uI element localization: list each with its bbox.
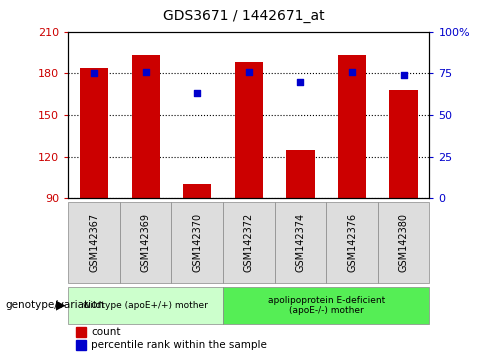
Text: ▶: ▶ xyxy=(56,299,66,312)
Text: percentile rank within the sample: percentile rank within the sample xyxy=(91,340,267,350)
Bar xyxy=(235,62,263,198)
Bar xyxy=(132,56,160,198)
Text: GSM142372: GSM142372 xyxy=(244,213,254,272)
Bar xyxy=(389,90,418,198)
Bar xyxy=(80,68,108,198)
Bar xyxy=(183,184,211,198)
Text: apolipoprotein E-deficient
(apoE-/-) mother: apolipoprotein E-deficient (apoE-/-) mot… xyxy=(267,296,385,315)
Text: wildtype (apoE+/+) mother: wildtype (apoE+/+) mother xyxy=(83,301,208,310)
Text: GSM142369: GSM142369 xyxy=(141,213,151,272)
Text: count: count xyxy=(91,327,121,337)
Point xyxy=(245,69,253,75)
Text: GSM142370: GSM142370 xyxy=(192,213,203,272)
Point xyxy=(90,71,98,76)
Bar xyxy=(286,150,315,198)
Point xyxy=(193,91,201,96)
Point xyxy=(142,69,150,75)
Point xyxy=(348,69,356,75)
Text: GSM142376: GSM142376 xyxy=(347,213,357,272)
Point xyxy=(400,72,407,78)
Text: GSM142367: GSM142367 xyxy=(89,213,99,272)
Text: GDS3671 / 1442671_at: GDS3671 / 1442671_at xyxy=(163,9,325,23)
Point xyxy=(297,79,305,85)
Text: GSM142374: GSM142374 xyxy=(295,213,305,272)
Text: genotype/variation: genotype/variation xyxy=(5,300,104,310)
Bar xyxy=(338,56,366,198)
Text: GSM142380: GSM142380 xyxy=(399,213,408,272)
